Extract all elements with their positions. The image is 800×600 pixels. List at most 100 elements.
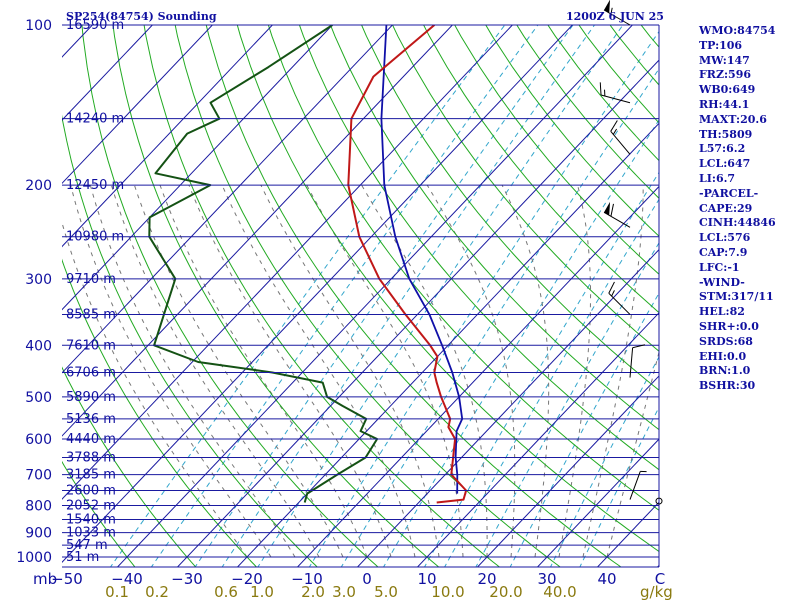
mixing-ratio-tick-label: 20.0 — [489, 583, 522, 600]
isotherm-lines — [62, 25, 659, 567]
pressure-label: 900 — [25, 526, 52, 542]
temperature-tick-label: 0 — [362, 570, 372, 588]
height-label: 9710 m — [66, 272, 116, 287]
moist-adiabat — [89, 184, 296, 558]
mixing-ratio-line — [382, 119, 659, 567]
wind-barb — [629, 470, 647, 500]
isotherm — [62, 25, 214, 185]
pressure-label: 600 — [25, 432, 52, 448]
pressure-label: 1000 — [16, 550, 52, 566]
index-item: CINH:44846 — [699, 216, 776, 230]
mixing-ratio-tick-label: 5.0 — [374, 583, 398, 600]
height-label: 12450 m — [66, 178, 124, 193]
mixing-ratio-unit: g/kg — [640, 583, 673, 600]
height-label: 5890 m — [66, 390, 116, 405]
isotherm — [356, 248, 659, 567]
mixing-ratio-tick-label: 0.2 — [145, 583, 169, 600]
wind-barb — [629, 344, 646, 378]
mixing-ratio-axis-labels: 0.1 0.2 0.6 1.0 2.0 3.0 5.0 10.0 20.0 40.0 g/kg — [105, 583, 673, 600]
height-label: 1540 m — [66, 512, 116, 527]
pressure-labels: 100 200 300 400 500 600 700 800 900 1000 — [16, 18, 52, 566]
isotherm — [62, 25, 454, 437]
isotherm — [536, 438, 659, 567]
index-item: MW:147 — [699, 53, 750, 67]
station-title: SP254(84754) Sounding — [66, 10, 217, 23]
dry-adiabat — [62, 258, 258, 567]
index-item: LI:6.7 — [699, 171, 736, 185]
mixing-ratio-tick-label: 40.0 — [543, 583, 576, 600]
pressure-label: 700 — [25, 468, 52, 484]
temperature-tick-label: −50 — [51, 570, 83, 588]
height-label: 16590 m — [66, 18, 124, 33]
height-label: 3788 m — [66, 450, 116, 465]
index-item: -PARCEL- — [699, 186, 759, 200]
mixing-ratio-line — [109, 25, 506, 567]
mixing-ratio-line — [308, 30, 659, 567]
index-item: LFC:-1 — [699, 260, 740, 274]
pressure-label: 800 — [25, 498, 52, 514]
indices-panel: WMO:84754 TP:106 MW:147 FRZ:596 WB0:649 RH:44… — [699, 24, 799, 394]
mixing-ratio-line — [549, 355, 659, 567]
height-label: 51 m — [66, 550, 99, 565]
isotherm — [62, 25, 394, 374]
mixing-ratio-line — [579, 406, 659, 567]
index-item: WMO:84754 — [699, 24, 776, 37]
moist-adiabat — [159, 184, 368, 558]
index-item: TH:5809 — [699, 127, 753, 141]
index-item: CAPE:29 — [699, 201, 753, 215]
pressure-label: 500 — [25, 390, 52, 406]
index-item: LCL:647 — [699, 157, 751, 171]
index-item: TP:106 — [699, 38, 743, 52]
index-item: L57:6.2 — [699, 142, 746, 156]
height-label: 5136 m — [66, 412, 116, 427]
isotherm — [62, 25, 574, 563]
isotherm — [176, 59, 659, 567]
index-item: MAXT:20.6 — [699, 112, 767, 126]
index-item: EHI:0.0 — [699, 349, 747, 363]
index-item: BRN:1.0 — [699, 364, 751, 378]
temperature-tick-label: 20 — [477, 570, 496, 588]
wind-barbs — [599, 0, 663, 505]
index-item: SHR+:0.0 — [699, 319, 759, 333]
wind-barb — [608, 281, 631, 315]
pressure-label: 300 — [25, 272, 52, 288]
mixing-ratio-tick-label: 3.0 — [332, 583, 356, 600]
wind-barb — [603, 201, 631, 228]
isotherm — [416, 312, 659, 567]
isotherm — [62, 25, 514, 500]
index-item: RH:44.1 — [699, 97, 750, 111]
index-item: -WIND- — [699, 275, 745, 289]
dry-adiabat — [62, 366, 197, 567]
index-item: SRDS:68 — [699, 334, 753, 348]
isotherm — [62, 25, 154, 121]
index-item: LCL:576 — [699, 231, 751, 245]
temperature-tick-label: 10 — [417, 570, 436, 588]
wind-barb — [599, 82, 631, 104]
isotherm — [62, 25, 274, 248]
mixing-ratio-line — [340, 67, 659, 567]
temperature-tick-label: −20 — [231, 570, 263, 588]
index-item: FRZ:596 — [699, 68, 752, 82]
temperature-tick-label: −40 — [111, 570, 143, 588]
isotherm — [476, 375, 659, 567]
height-label: 4440 m — [66, 432, 116, 447]
mixing-ratio-tick-label: 0.1 — [105, 583, 129, 600]
mixing-ratio-tick-label: 0.6 — [214, 583, 238, 600]
isotherm — [62, 25, 334, 311]
index-item: BSHR:30 — [699, 379, 756, 393]
pressure-label: 200 — [25, 178, 52, 194]
temperature-tick-label: −30 — [171, 570, 203, 588]
parcel-trace — [380, 25, 464, 494]
height-label: 547 m — [66, 538, 108, 553]
isotherm — [236, 122, 659, 567]
temperature-axis-labels: mb−50 −40 −30 −20 −10 0 10 20 30 40 C — [33, 570, 665, 588]
pressure-unit-label: mb — [33, 570, 57, 588]
moist-adiabat — [260, 184, 440, 558]
mixing-ratio-tick-label: 1.0 — [250, 583, 274, 600]
wind-barb — [610, 120, 631, 155]
isotherm — [296, 185, 659, 567]
isobar-lines — [62, 24, 659, 568]
mixing-ratio-lines — [109, 25, 659, 567]
